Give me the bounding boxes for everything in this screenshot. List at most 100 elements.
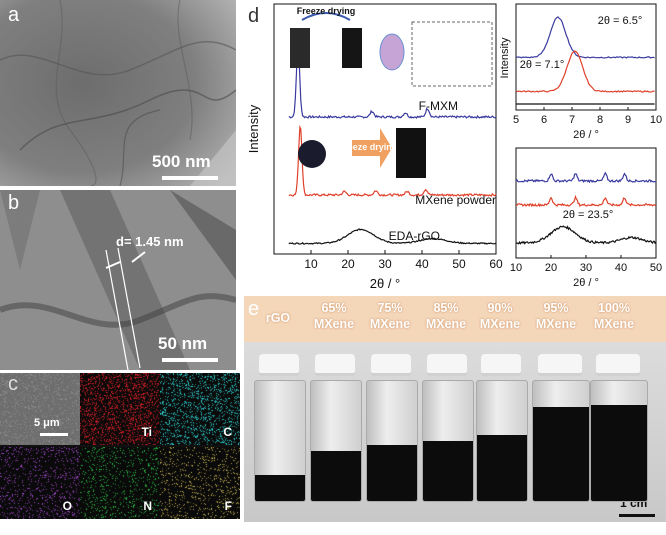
vial-glass bbox=[476, 380, 528, 502]
main-xlabel: 2θ / ° bbox=[370, 276, 401, 291]
vial-label: 75% MXene bbox=[360, 300, 420, 332]
eds-label-N: N bbox=[143, 499, 152, 513]
vial-label-line1: 100% bbox=[598, 301, 630, 315]
vial-cap bbox=[315, 354, 355, 376]
eds-map-Ti: Ti bbox=[80, 373, 160, 445]
vial-label-line2: MXene bbox=[313, 317, 355, 331]
fmxm-sample-after bbox=[342, 28, 362, 68]
vial-glass bbox=[532, 380, 590, 502]
vial-label: 100% MXene bbox=[584, 300, 644, 332]
panel-a-texture bbox=[0, 0, 236, 186]
mxene-vial-photo bbox=[396, 128, 426, 178]
vial-label-line2: MXene bbox=[479, 317, 521, 331]
main-xtick-label: 60 bbox=[489, 257, 503, 271]
vial-label: 95% MXene bbox=[526, 300, 586, 332]
main-series-line bbox=[288, 47, 497, 119]
vial bbox=[310, 354, 362, 506]
vial-aerogel bbox=[533, 407, 589, 501]
vial-label-line1: 90% bbox=[487, 301, 513, 315]
inset1-series-line bbox=[516, 16, 655, 59]
eds-map-sem: 5 μm bbox=[0, 373, 80, 445]
vial bbox=[590, 354, 648, 506]
vial-label-line1: 85% bbox=[433, 301, 459, 315]
vial-glass bbox=[254, 380, 306, 502]
vial bbox=[366, 354, 418, 506]
vial-label: 65% MXene bbox=[304, 300, 364, 332]
main-series-line bbox=[288, 228, 497, 245]
panel-b-letter: b bbox=[8, 192, 20, 214]
xrd-chart-svg: 10 20 30 40 50 60 2θ / ° Intensity d F-MXM MXene p… bbox=[246, 3, 662, 291]
eds-map-F: F bbox=[160, 447, 240, 519]
vial-label-line2: MXene bbox=[535, 317, 577, 331]
vial-cap bbox=[259, 354, 299, 376]
vial-label-line1: 65% bbox=[321, 301, 347, 315]
panel-c-eds-maps: c 5 μm Ti C O N F bbox=[0, 373, 240, 519]
panel-b-d-spacing-label: d= 1.45 nm bbox=[116, 234, 184, 249]
panel-d-xrd-chart: 10 20 30 40 50 60 2θ / ° Intensity d F-MXM MXene p… bbox=[240, 0, 666, 292]
main-xtick-label: 20 bbox=[341, 257, 355, 271]
vial-cap bbox=[427, 354, 467, 376]
vial-label: 90% MXene bbox=[470, 300, 530, 332]
vial-label-line2: MXene bbox=[425, 317, 467, 331]
inset1-xtick-label: 10 bbox=[650, 114, 662, 126]
panel-c-scale-bar bbox=[40, 433, 68, 436]
vial bbox=[422, 354, 474, 506]
inset2-series-line bbox=[515, 171, 657, 184]
vial-glass bbox=[590, 380, 648, 502]
inset2-xtick-label: 40 bbox=[615, 262, 627, 274]
vial-aerogel bbox=[311, 450, 361, 501]
panel-e-letter: e bbox=[248, 298, 260, 320]
inset1-ylabel: Intensity bbox=[499, 37, 511, 78]
inset2-annotation: 2θ = 23.5° bbox=[563, 209, 614, 221]
panel-b-scale-label: 50 nm bbox=[158, 334, 208, 353]
inset1-series-line bbox=[515, 50, 655, 93]
freeze-drying-arrow-2 bbox=[352, 128, 392, 168]
panel-b-scale-bar bbox=[162, 358, 218, 362]
vial-aerogel bbox=[367, 444, 417, 501]
main-series-label: EDA-rGO bbox=[389, 229, 440, 243]
freeze-drying-label-1: Freeze drying bbox=[297, 6, 356, 16]
vial-aerogel bbox=[423, 441, 473, 501]
eds-label-C: C bbox=[223, 425, 232, 439]
panel-a-scale-bar bbox=[162, 176, 218, 180]
vial-label: 85% MXene bbox=[416, 300, 476, 332]
inset2-series-line bbox=[515, 194, 657, 208]
eds-label-Ti: Ti bbox=[141, 425, 152, 439]
eds-map-C: C bbox=[160, 373, 240, 445]
main-xtick-label: 40 bbox=[415, 257, 429, 271]
inset2-series-line bbox=[515, 225, 657, 245]
fmxm-sample-before bbox=[290, 28, 310, 68]
vial bbox=[254, 354, 306, 506]
main-series-line bbox=[288, 124, 497, 198]
panel-b-texture bbox=[0, 190, 236, 370]
vial-glass bbox=[366, 380, 418, 502]
vial-label-line1: 95% bbox=[543, 301, 569, 315]
eds-map-N: N bbox=[80, 447, 160, 519]
panel-e-header-band bbox=[244, 296, 666, 342]
freeze-drying-label-2: Freeze drying bbox=[339, 142, 398, 152]
vial-label-line1: rGO bbox=[265, 311, 291, 325]
vial-cap bbox=[371, 354, 411, 376]
inset1-xtick-label: 9 bbox=[625, 114, 631, 126]
vial-label-line2: MXene bbox=[369, 317, 411, 331]
vial-glass bbox=[310, 380, 362, 502]
main-xtick-label: 50 bbox=[452, 257, 466, 271]
inset1-annotation: 2θ = 6.5° bbox=[598, 15, 642, 27]
inset2-xtick-label: 50 bbox=[650, 262, 662, 274]
panel-a-scale-label: 500 nm bbox=[152, 152, 211, 171]
panel-a-tem-image: a 500 nm bbox=[0, 0, 236, 186]
main-series-label: MXene powder bbox=[415, 193, 496, 207]
vial-cap bbox=[481, 354, 521, 376]
vial-label-line1: 75% bbox=[377, 301, 403, 315]
inset1-xtick-label: 8 bbox=[597, 114, 603, 126]
inset2-xlabel: 2θ / ° bbox=[573, 277, 599, 289]
main-xtick-label: 10 bbox=[304, 257, 318, 271]
panel-e-photo: e 1 cm rGO 65% MXene 75% MXene 85% MXene 90% MXe… bbox=[244, 296, 666, 522]
panel-b-tem-image: b d= 1.45 nm 50 nm bbox=[0, 190, 236, 370]
vial-aerogel bbox=[255, 474, 305, 501]
mxm-schematic-cylinder bbox=[379, 33, 405, 71]
main-series-label: F-MXM bbox=[419, 99, 458, 113]
main-xtick-label: 30 bbox=[378, 257, 392, 271]
inset1-annotation: 2θ = 7.1° bbox=[520, 59, 564, 71]
panel-e-scale-bar bbox=[619, 514, 655, 517]
